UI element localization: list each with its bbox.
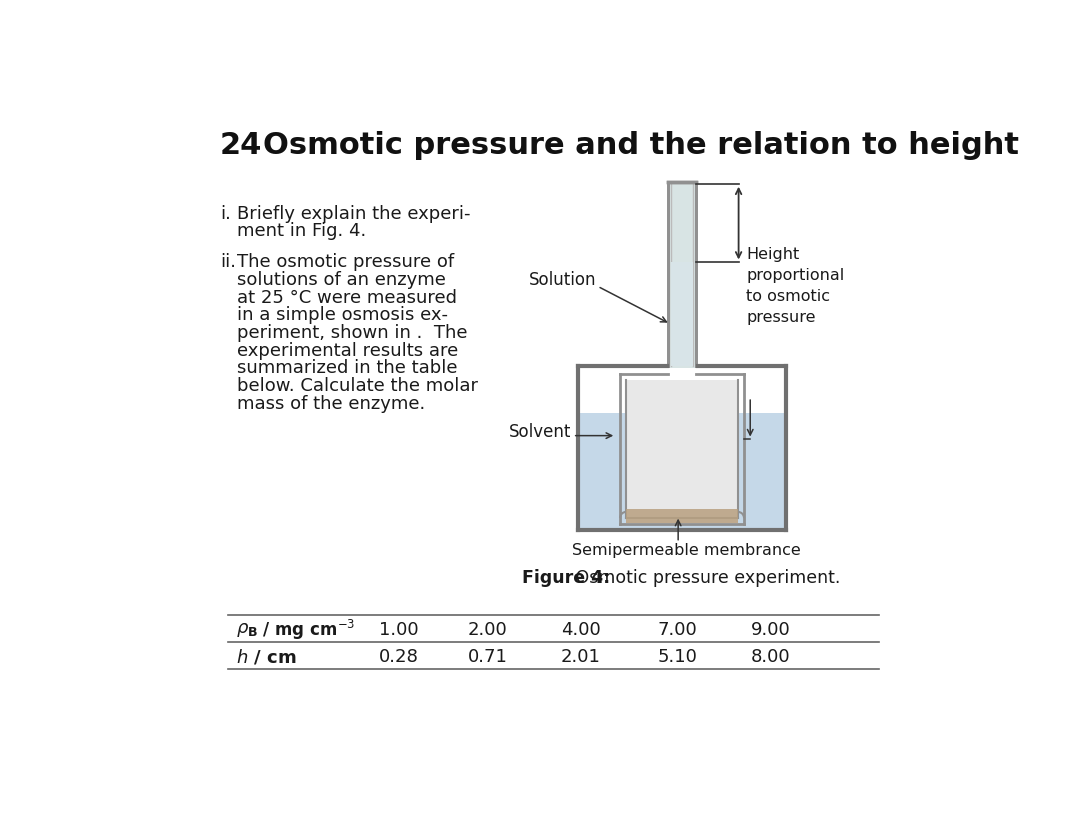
Text: below. Calculate the molar: below. Calculate the molar [237, 377, 478, 395]
Text: $h$ / cm: $h$ / cm [235, 648, 297, 666]
Text: i.: i. [220, 205, 231, 222]
Text: Semipermeable membrance: Semipermeable membrance [572, 544, 801, 559]
Text: experimental results are: experimental results are [237, 341, 459, 360]
Text: Solvent: Solvent [509, 423, 571, 440]
Text: periment, shown in .  The: periment, shown in . The [237, 324, 467, 342]
Text: 7.00: 7.00 [657, 621, 697, 639]
Text: 1.00: 1.00 [379, 621, 419, 639]
Text: 0.71: 0.71 [467, 648, 507, 666]
Text: in a simple osmosis ex-: in a simple osmosis ex- [237, 306, 448, 324]
Text: 5.10: 5.10 [657, 648, 697, 666]
Text: solutions of an enzyme: solutions of an enzyme [237, 271, 446, 289]
Text: ii.: ii. [220, 253, 236, 271]
Text: The osmotic pressure of: The osmotic pressure of [237, 253, 454, 271]
Bar [578, 413, 786, 530]
Text: 2.01: 2.01 [561, 648, 600, 666]
Text: 9.00: 9.00 [751, 621, 790, 639]
Text: Height
proportional
to osmotic
pressure: Height proportional to osmotic pressure [747, 247, 845, 325]
Text: $\rho_\mathbf{B}$: $\rho_\mathbf{B}$ [235, 621, 258, 639]
Text: 24: 24 [220, 131, 262, 160]
Text: 4.00: 4.00 [561, 621, 600, 639]
Text: summarized in the table: summarized in the table [237, 359, 457, 378]
Text: Osmotic pressure and the relation to height: Osmotic pressure and the relation to hei… [263, 131, 1019, 160]
Text: / mg cm$^{-3}$: / mg cm$^{-3}$ [257, 618, 356, 642]
Text: mass of the enzyme.: mass of the enzyme. [237, 395, 425, 413]
Text: 8.00: 8.00 [751, 648, 790, 666]
Text: Solution: Solution [529, 271, 596, 289]
Text: 2.00: 2.00 [467, 621, 507, 639]
Bar [668, 181, 696, 367]
Text: 0.28: 0.28 [379, 648, 419, 666]
Text: Briefly explain the experi-: Briefly explain the experi- [237, 205, 470, 222]
Bar [671, 263, 693, 367]
Text: Osmotic pressure experiment.: Osmotic pressure experiment. [571, 569, 841, 586]
Text: ment in Fig. 4.: ment in Fig. 4. [237, 222, 367, 240]
Text: Figure 4:: Figure 4: [522, 569, 611, 586]
Text: at 25 °C were measured: at 25 °C were measured [237, 289, 457, 306]
Bar [626, 508, 738, 523]
Bar [626, 380, 738, 524]
